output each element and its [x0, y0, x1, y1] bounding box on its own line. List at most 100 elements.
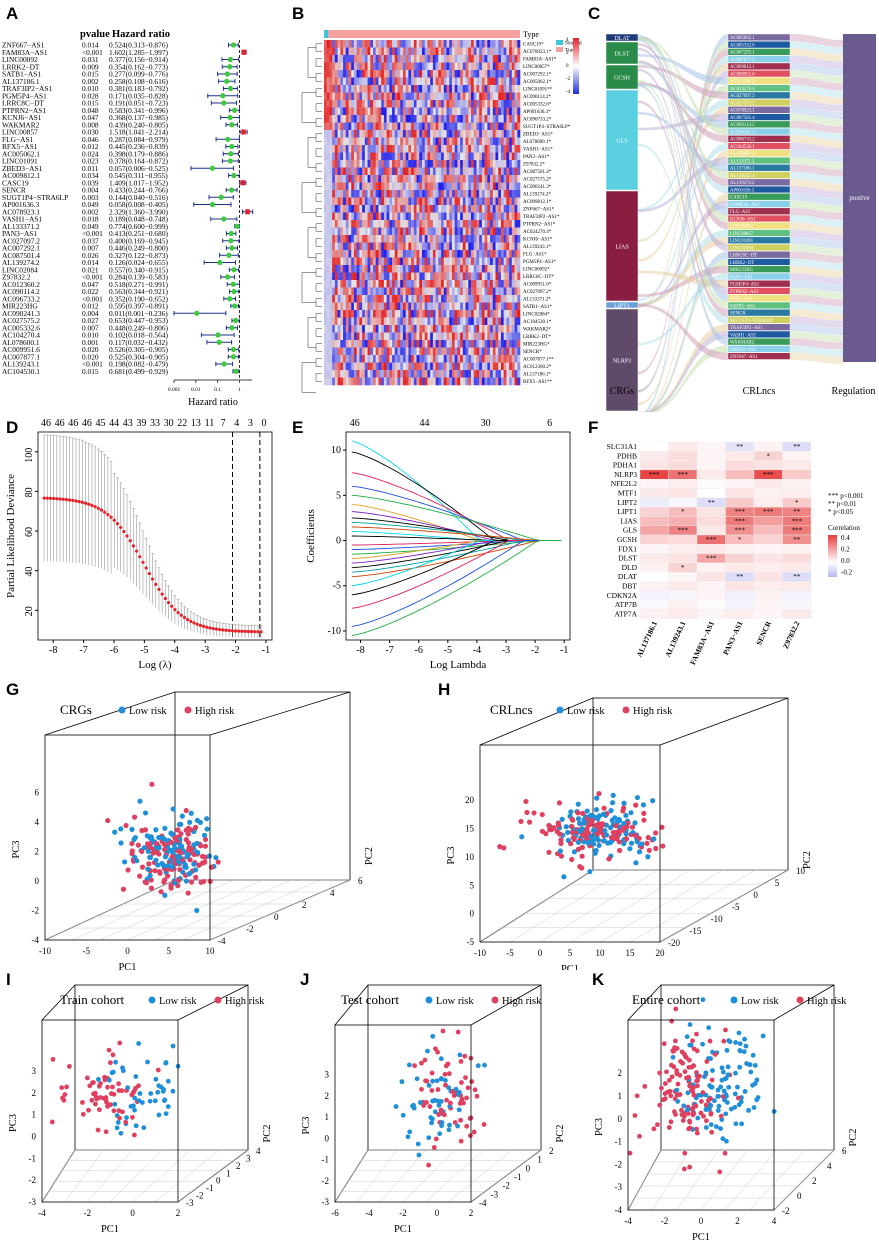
heatmap-cell	[348, 332, 352, 341]
heatmap-cell	[340, 257, 344, 266]
heatmap-cell	[345, 205, 349, 213]
heatmap-cell	[479, 302, 483, 311]
heatmap-cell	[392, 70, 396, 78]
heatmap-cell	[413, 182, 417, 191]
heatmap-cell	[386, 167, 390, 176]
heatmap-cell	[356, 40, 360, 48]
heatmap-cell	[373, 182, 377, 191]
heatmap-cell	[446, 220, 450, 228]
heatmap-cell	[473, 347, 477, 356]
heatmap-cell	[479, 362, 483, 371]
heatmap-cell	[351, 257, 355, 266]
heatmap-cell	[509, 205, 513, 213]
heatmap-cell	[446, 40, 450, 48]
heatmap-cell	[383, 302, 387, 311]
heatmap-cell	[517, 317, 521, 326]
heatmap-cell	[422, 310, 426, 318]
heatmap-cell	[375, 250, 379, 258]
legend-low-marker	[118, 706, 126, 714]
heatmap-cell	[332, 212, 336, 221]
heatmap-cell	[451, 130, 455, 138]
heatmap-cell	[400, 115, 404, 123]
heatmap-cell	[438, 355, 442, 363]
deviance-point	[45, 496, 49, 500]
heatmap-cell	[353, 242, 357, 251]
heatmap-cell	[326, 280, 330, 288]
heatmap-cell	[511, 175, 515, 183]
heatmap-cell	[386, 332, 390, 341]
heatmap-cell	[400, 77, 404, 86]
corr-cell	[639, 506, 669, 517]
heatmap-cell	[449, 47, 453, 56]
high-risk-point	[162, 846, 168, 853]
heatmap-cell	[500, 145, 504, 153]
heatmap-cell	[430, 280, 434, 288]
pvalue-label: 0.037	[82, 236, 99, 245]
heatmap-cell	[454, 317, 458, 326]
heatmap-cell	[373, 272, 377, 281]
heatmap-cell	[381, 250, 385, 258]
heatmap-cell	[343, 40, 347, 48]
heatmap-cell	[435, 362, 439, 371]
heatmap-cell	[476, 227, 480, 236]
heatmap-cell	[356, 295, 360, 303]
heatmap-cell	[479, 152, 483, 161]
pvalue-label: 0.021	[82, 265, 99, 274]
heatmap-cell	[481, 265, 485, 273]
heatmap-cell	[378, 280, 382, 288]
heatmap-cell	[367, 190, 371, 198]
heatmap-cell	[424, 242, 428, 251]
deviance-point	[131, 544, 136, 548]
heatmap-cell	[411, 152, 415, 161]
corr-cell	[696, 478, 726, 489]
heatmap-cell	[397, 115, 401, 123]
heatmap-cell	[329, 107, 333, 116]
heatmap-cell	[364, 145, 368, 153]
heatmap-cell	[397, 310, 401, 318]
sankey-flow	[790, 236, 843, 249]
heatmap-cell	[460, 182, 464, 191]
y-axis-title: PC3	[11, 840, 22, 858]
heatmap-cell	[345, 220, 349, 228]
heatmap-cell	[329, 130, 333, 138]
heatmap-cell	[324, 55, 328, 63]
heatmap-cell	[514, 250, 518, 258]
hr-label: 0.378(0.164−0.872)	[109, 157, 169, 166]
heatmap-cell	[471, 272, 475, 281]
heatmap-cell	[446, 47, 450, 56]
heatmap-cell	[449, 130, 453, 138]
heatmap-cell	[340, 92, 344, 101]
heatmap-cell	[438, 287, 442, 296]
corr-cell	[725, 562, 755, 573]
heatmap-cell	[454, 377, 458, 386]
heatmap-cell	[514, 190, 518, 198]
heatmap-cell	[419, 40, 423, 48]
heatmap-cell	[446, 227, 450, 236]
corr-cell	[668, 451, 698, 461]
heatmap-cell	[332, 100, 336, 108]
heatmap-cell	[416, 70, 420, 78]
deviance-point	[87, 502, 91, 506]
sankey-mid-node	[727, 243, 791, 252]
heatmap-cell	[498, 325, 502, 333]
deviance-point	[214, 627, 218, 631]
heatmap-cell	[383, 130, 387, 138]
heatmap-cell	[381, 325, 385, 333]
corr-cell	[696, 460, 726, 471]
heatmap-cell	[389, 47, 393, 56]
sankey-mid-label: AC007877.1	[730, 58, 755, 63]
heatmap-cell	[329, 167, 333, 176]
heatmap-cell	[476, 325, 480, 333]
heatmap-cell	[337, 265, 341, 273]
heatmap-cell	[367, 175, 371, 183]
heatmap-cell	[375, 190, 379, 198]
heatmap-cell	[476, 280, 480, 288]
sankey-flow	[638, 303, 728, 360]
heatmap-cell	[378, 77, 382, 86]
heatmap-cell	[462, 107, 466, 116]
heatmap-cell	[500, 242, 504, 251]
heatmap-cell	[392, 107, 396, 116]
heatmap-cell	[348, 130, 352, 138]
sankey-flow	[790, 345, 843, 357]
heatmap-cell	[353, 355, 357, 363]
